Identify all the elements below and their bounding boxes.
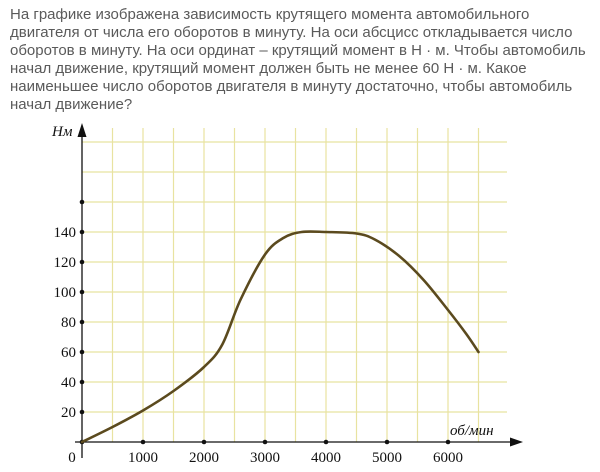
x-tick-dot bbox=[201, 439, 207, 445]
x-tick-dot bbox=[262, 439, 268, 445]
chart-series bbox=[80, 230, 480, 444]
y-tick-label: 20 bbox=[61, 405, 76, 421]
x-tick-label: 1000 bbox=[128, 450, 158, 466]
chart-labels: 1000 2000 3000 4000 5000 6000 20 40 60 80 100 120 14… bbox=[51, 124, 494, 466]
y-axis-title: Нм bbox=[51, 124, 73, 140]
y-tick-dot bbox=[79, 259, 85, 265]
x-tick-label: 2000 bbox=[189, 450, 219, 466]
x-tick-dot bbox=[140, 439, 146, 445]
problem-line: двигателя от числа его оборотов в минуту… bbox=[10, 24, 573, 41]
y-tick-dot bbox=[79, 199, 85, 205]
problem-line: начал движение, крутящий момент должен б… bbox=[10, 60, 527, 77]
problem-line: На графике изображена зависимость крутящ… bbox=[10, 6, 530, 23]
chart-grid bbox=[82, 128, 507, 442]
x-tick-label: 5000 bbox=[372, 450, 402, 466]
y-tick-dot bbox=[79, 409, 85, 415]
problem-line: начал движение? bbox=[10, 96, 133, 113]
y-tick-label: 140 bbox=[54, 225, 77, 241]
y-tick-label: 120 bbox=[54, 255, 77, 271]
y-tick-dot bbox=[79, 229, 85, 235]
chart-axes bbox=[75, 123, 523, 458]
y-tick-label: 40 bbox=[61, 375, 76, 391]
torque-curve bbox=[80, 230, 480, 444]
y-tick-dot bbox=[79, 349, 85, 355]
problem-line: наименьшее число оборотов двигателя в ми… bbox=[10, 78, 573, 95]
problem-line: оборотов в минуту. На оси ординат – крут… bbox=[10, 42, 586, 59]
y-tick-dot bbox=[79, 289, 85, 295]
x-tick-label: 6000 bbox=[433, 450, 463, 466]
y-axis-arrow bbox=[77, 123, 87, 137]
x-tick-dot bbox=[445, 439, 451, 445]
y-tick-dot bbox=[79, 319, 85, 325]
y-tick-label: 80 bbox=[61, 315, 76, 331]
y-tick-label: 60 bbox=[61, 345, 76, 361]
y-tick-dot bbox=[79, 379, 85, 385]
x-axis-arrow bbox=[510, 437, 523, 447]
x-tick-dot bbox=[384, 439, 390, 445]
origin-label: 0 bbox=[68, 450, 76, 466]
x-axis-title: об/мин bbox=[450, 423, 494, 439]
x-tick-label: 4000 bbox=[311, 450, 341, 466]
x-tick-label: 3000 bbox=[250, 450, 280, 466]
y-tick-label: 100 bbox=[54, 285, 77, 301]
x-tick-dot bbox=[323, 439, 329, 445]
problem-text: На графике изображена зависимость крутящ… bbox=[10, 6, 595, 114]
